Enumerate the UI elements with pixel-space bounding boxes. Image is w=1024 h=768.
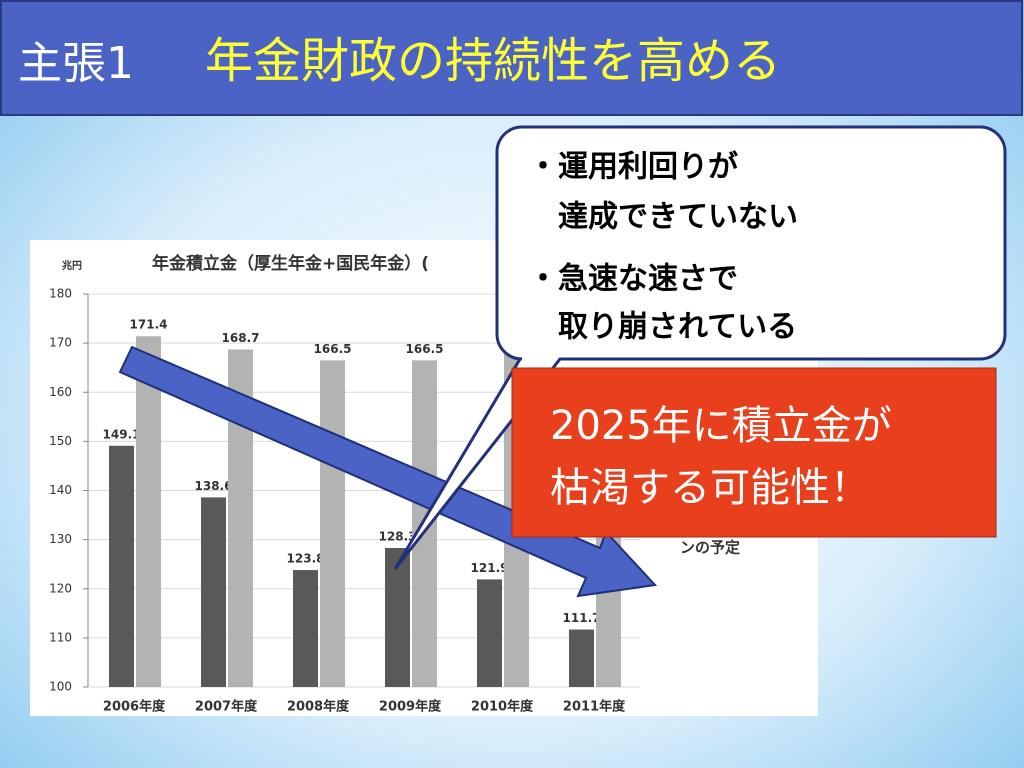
x-tick-label: 2007年度: [195, 699, 258, 715]
y-unit: 兆円: [62, 259, 82, 272]
data-label: 166.5: [314, 342, 352, 356]
data-label: 138.6: [195, 479, 233, 493]
bar: [201, 497, 226, 687]
data-label: 121.9: [471, 561, 509, 575]
data-label: 166.5: [406, 342, 444, 356]
data-label: 111.7: [563, 611, 601, 625]
bar: [477, 579, 502, 687]
y-tick-label: 120: [49, 581, 72, 595]
bar: [293, 570, 318, 687]
y-tick-label: 100: [49, 680, 72, 694]
alert-box: [511, 367, 997, 538]
y-tick-label: 130: [49, 532, 72, 546]
x-tick-label: 2008年度: [287, 699, 350, 715]
x-tick-label: 2009年度: [379, 699, 442, 715]
y-tick-label: 150: [49, 434, 72, 448]
chart-title: 年金積立金（厚生年金+国民年金）(: [152, 253, 429, 274]
bar: [385, 547, 410, 687]
bar: [569, 629, 594, 687]
data-label: 128.3: [379, 529, 417, 543]
y-tick-label: 170: [49, 336, 72, 350]
callout-line: ・急速な速さで: [528, 262, 738, 297]
callout-line: 取り崩されている: [558, 310, 797, 345]
chart-note: ンの予定: [680, 539, 740, 557]
data-label: 123.8: [287, 552, 325, 566]
title-bar: [0, 0, 1023, 116]
slide-label: 主張1: [18, 38, 134, 89]
x-tick-label: 2011年度: [563, 699, 626, 715]
x-tick-label: 2010年度: [471, 699, 534, 715]
bar: [109, 445, 134, 687]
data-label: 168.7: [222, 331, 260, 345]
y-tick-label: 180: [49, 287, 72, 301]
data-label: 149.1: [103, 427, 141, 441]
callout-line: 達成できていない: [558, 200, 798, 235]
alert-line: 枯渇する可能性！: [550, 465, 870, 511]
y-tick-label: 110: [49, 630, 72, 644]
callout-line: ・運用利回りが: [528, 150, 738, 185]
callout: [393, 125, 1007, 570]
y-tick-label: 160: [49, 385, 72, 399]
alert-line: 2025年に積立金が: [550, 403, 892, 449]
bar: [136, 336, 161, 687]
bar: [320, 360, 345, 687]
x-tick-label: 2006年度: [103, 699, 166, 715]
data-label: 171.4: [130, 318, 168, 332]
slide-title: 年金財政の持続性を高める: [205, 33, 781, 89]
y-tick-label: 140: [49, 483, 72, 497]
